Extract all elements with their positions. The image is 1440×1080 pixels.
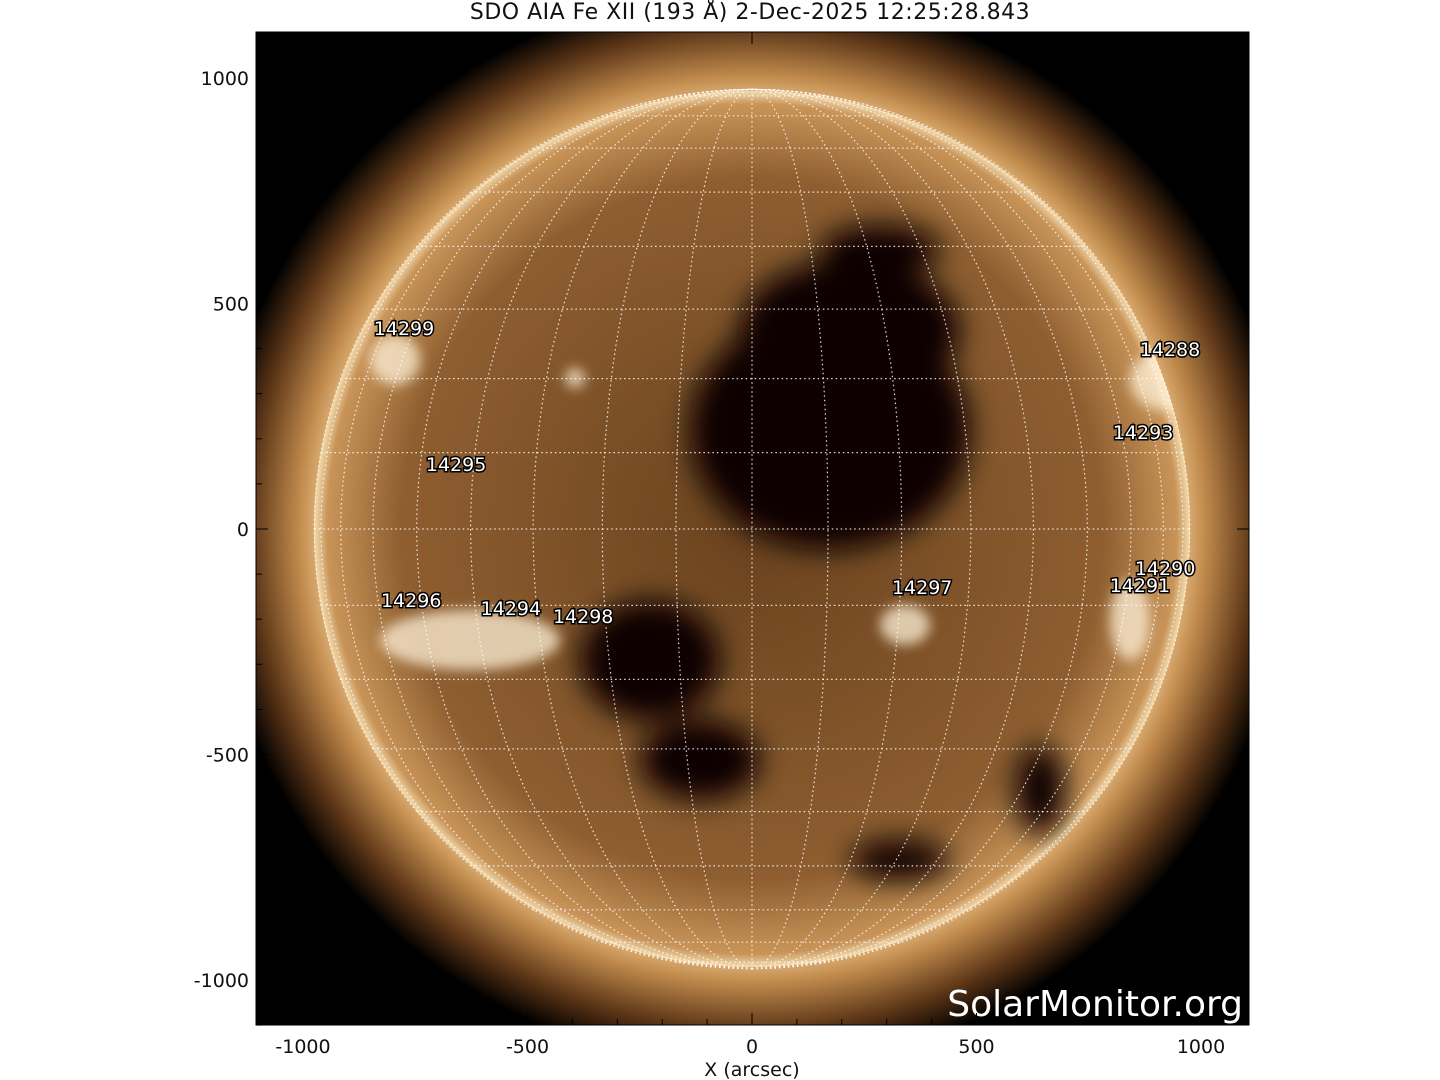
longitude-line	[751, 88, 829, 970]
x-tick-label: 0	[746, 1036, 758, 1058]
longitude-line	[751, 88, 1165, 970]
x-tick-label: -500	[506, 1036, 549, 1058]
longitude-line	[532, 88, 753, 970]
longitude-line	[751, 88, 1132, 970]
axis-ticks: -1000 -500 0 500 1000 1000 500 0 -500 -1000	[194, 32, 1249, 1058]
longitude-line	[313, 88, 753, 970]
active-region-label: 14297	[892, 577, 952, 599]
longitude-line	[751, 88, 903, 970]
active-region-label: 14298	[553, 606, 613, 628]
longitude-line	[469, 88, 753, 970]
y-tick-label: 500	[213, 294, 249, 316]
y-tick-label: -500	[206, 745, 249, 767]
watermark: SolarMonitor.org	[947, 984, 1243, 1025]
y-tick-label: -1000	[194, 970, 249, 992]
longitude-line	[320, 88, 753, 970]
y-tick-label: 1000	[201, 68, 249, 90]
active-region-label: 14288	[1140, 339, 1200, 361]
active-region-label: 14293	[1113, 422, 1173, 444]
active-region-label: 14295	[426, 454, 486, 476]
heliographic-grid	[313, 88, 1191, 970]
x-tick-label: -1000	[275, 1036, 330, 1058]
active-region-label: 14294	[481, 598, 541, 620]
longitude-line	[751, 88, 1035, 970]
plot-title: SDO AIA Fe XII (193 Å) 2-Dec-2025 12:25:…	[469, 0, 1031, 25]
y-tick-label: 0	[237, 519, 249, 541]
longitude-line	[339, 88, 753, 970]
longitude-line	[675, 88, 753, 970]
longitude-line	[751, 88, 1089, 970]
longitude-line	[601, 88, 753, 970]
longitude-line	[415, 88, 753, 970]
x-tick-label: 1000	[1177, 1036, 1225, 1058]
active-region-label: 14296	[381, 590, 441, 612]
active-region-label: 14299	[374, 318, 434, 340]
longitude-line	[372, 88, 753, 970]
coronal-holes	[370, 225, 1190, 880]
active-region-label: 14290	[1135, 558, 1195, 580]
active-region-label: 14291	[1110, 575, 1170, 597]
x-axis-label: X (arcsec)	[704, 1059, 799, 1080]
longitude-line	[751, 88, 1191, 970]
longitude-line	[751, 88, 972, 970]
longitude-line	[751, 88, 1184, 970]
x-tick-label: 500	[958, 1036, 994, 1058]
